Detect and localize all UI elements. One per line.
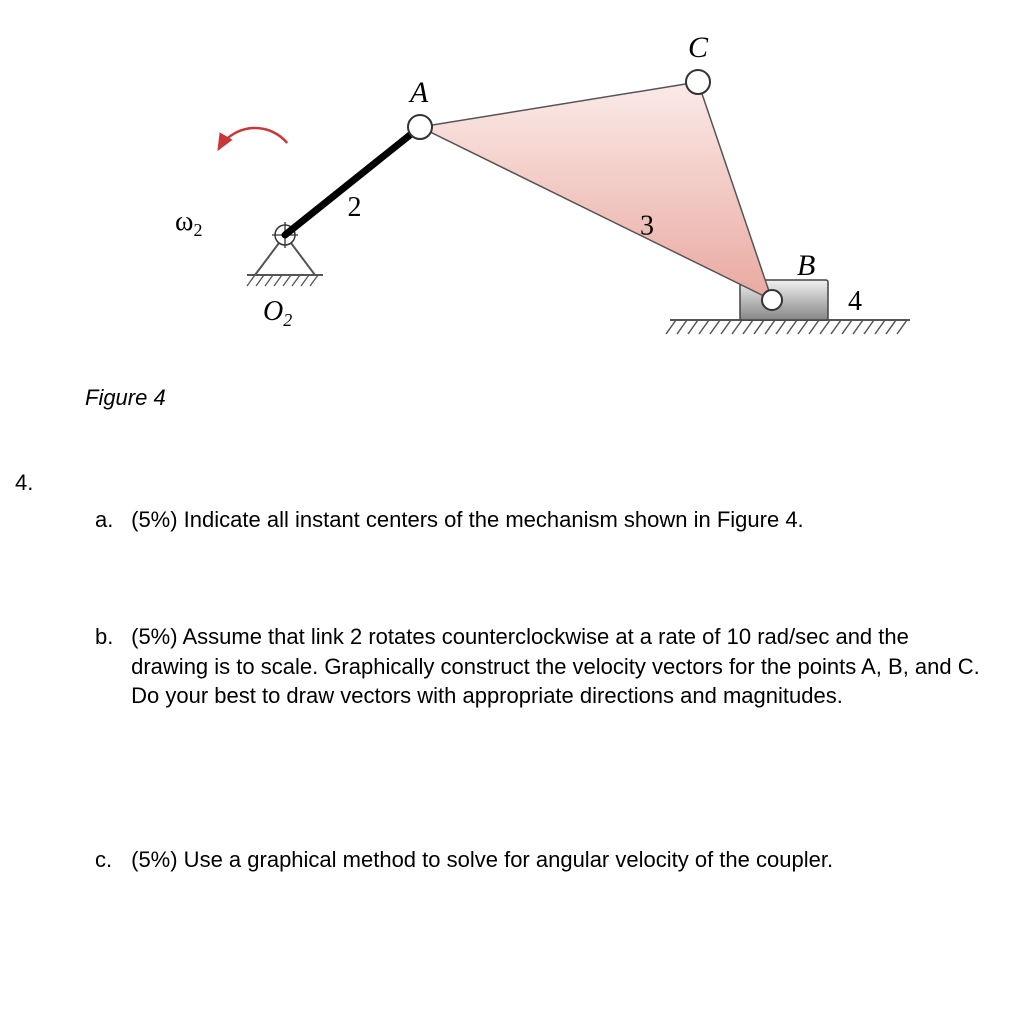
svg-text:A: A	[408, 76, 429, 109]
subproblem-a-text: (5%) Indicate all instant centers of the…	[131, 505, 961, 535]
subproblem-b-text: (5%) Assume that link 2 rotates counterc…	[131, 622, 991, 711]
subproblem-b-label: b.	[95, 622, 125, 652]
subproblem-a-label: a.	[95, 505, 125, 535]
figure-caption: Figure 4	[85, 385, 166, 411]
figure-4-diagram: A C B 2 3 4 O2 ω2	[80, 20, 980, 380]
svg-text:2: 2	[348, 192, 362, 223]
problem-number: 4.	[15, 470, 33, 496]
subproblem-b: b. (5%) Assume that link 2 rotates count…	[95, 622, 995, 711]
svg-text:3: 3	[640, 211, 654, 242]
subproblem-c: c. (5%) Use a graphical method to solve …	[95, 845, 965, 875]
subproblem-a: a. (5%) Indicate all instant centers of …	[95, 505, 965, 535]
svg-text:C: C	[688, 31, 709, 64]
svg-text:4: 4	[848, 286, 862, 317]
subproblem-c-text: (5%) Use a graphical method to solve for…	[131, 845, 961, 875]
mechanism-svg: A C B 2 3 4 O2 ω2	[80, 20, 980, 380]
svg-text:ω2: ω2	[175, 206, 202, 240]
svg-text:O2: O2	[263, 296, 292, 330]
subproblem-c-label: c.	[95, 845, 125, 875]
svg-text:B: B	[797, 249, 815, 282]
page: A C B 2 3 4 O2 ω2 Figure 4 4. a. (5%) Indicate …	[0, 0, 1024, 1011]
